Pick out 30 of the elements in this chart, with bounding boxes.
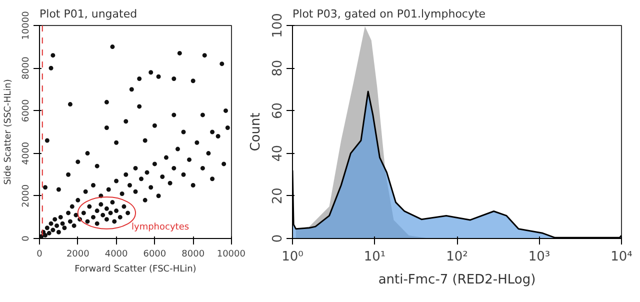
x-axis-title: anti-Fmc-7 (RED2-HLog) — [378, 272, 536, 288]
y-axis-title: Count — [248, 112, 264, 152]
x-tick-label: 10000 — [216, 250, 246, 260]
y-tick-label: 10000 — [22, 10, 32, 40]
x-tick-label: 10³ — [528, 250, 550, 264]
x-tick-label: 10² — [446, 250, 468, 264]
x-tick-label: 10¹ — [364, 250, 386, 264]
y-tick-label: 80 — [270, 60, 286, 76]
chart-title: Plot P01, ungated — [40, 8, 138, 20]
y-tick-label: 100 — [270, 13, 286, 38]
chart-title: Plot P03, gated on P01.lymphocyte — [292, 8, 486, 20]
y-axis-title: Side Scatter (SSC-HLin) — [4, 79, 14, 185]
y-tick-label: 4000 — [22, 142, 32, 165]
x-tick-label: 8000 — [182, 250, 205, 260]
y-tick-label: 8000 — [22, 56, 32, 80]
x-tick-label: 6000 — [143, 250, 166, 260]
y-tick-label: 60 — [270, 102, 286, 119]
x-tick-label: 10⁴ — [610, 250, 632, 264]
y-tick-label: 6000 — [22, 98, 32, 122]
x-tick-label: 4000 — [104, 250, 128, 260]
x-axis-title: Forward Scatter (FSC-HLin) — [74, 264, 196, 274]
y-tick-label: 2000 — [22, 184, 32, 208]
y-tick-label: 0 — [22, 235, 32, 242]
x-tick-label: 2000 — [66, 250, 90, 260]
x-tick-label: 10⁰ — [282, 250, 304, 264]
y-tick-label: 40 — [270, 145, 286, 162]
annotation: lymphocytes — [132, 222, 190, 232]
y-tick-label: 0 — [270, 234, 286, 243]
x-tick-label: 0 — [36, 250, 43, 260]
y-tick-label: 20 — [270, 188, 286, 204]
